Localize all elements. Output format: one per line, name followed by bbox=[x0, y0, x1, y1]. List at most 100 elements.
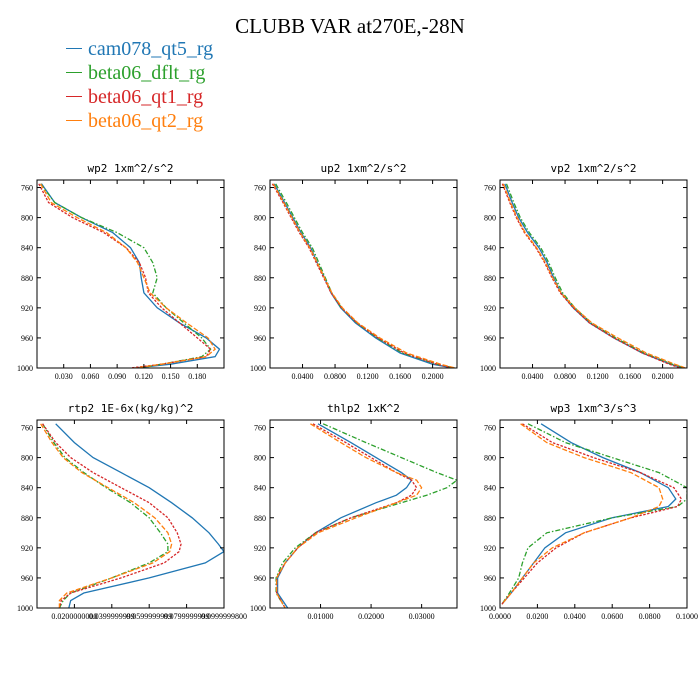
y-tick-label: 760 bbox=[484, 424, 496, 433]
series-line bbox=[273, 183, 454, 368]
series-line bbox=[501, 423, 687, 605]
series-line bbox=[501, 183, 681, 368]
x-tick-label: 0.030 bbox=[55, 372, 73, 381]
y-tick-label: 800 bbox=[254, 214, 266, 223]
series-line bbox=[38, 183, 212, 368]
series-line bbox=[275, 423, 418, 608]
y-tick-label: 840 bbox=[254, 244, 266, 253]
series-line bbox=[501, 423, 683, 605]
y-tick-label: 880 bbox=[484, 274, 496, 283]
x-tick-label: 0.2000 bbox=[652, 372, 674, 381]
y-tick-label: 760 bbox=[254, 184, 266, 193]
plot-frame bbox=[499, 419, 688, 609]
x-tick-label: 0.0200000000 bbox=[51, 612, 97, 621]
x-tick-label: 0.0399999999 bbox=[89, 612, 135, 621]
x-tick-label: 0.150 bbox=[162, 372, 180, 381]
x-tick-label: 0.120 bbox=[135, 372, 153, 381]
chart-title: thlp2 1xK^2 bbox=[327, 402, 400, 415]
chart-panel: wp2 1xm^2/s^2 760 800 840 880 920 960 1000 0.030… bbox=[17, 162, 225, 381]
y-tick-label: 760 bbox=[254, 424, 266, 433]
y-tick-label: 880 bbox=[21, 274, 33, 283]
x-tick-label: 0.090 bbox=[108, 372, 126, 381]
x-tick-label: 0.0400 bbox=[522, 372, 544, 381]
series-line bbox=[505, 183, 686, 368]
series-line bbox=[275, 183, 456, 368]
legend-label: beta06_dflt_rg bbox=[88, 62, 206, 84]
y-tick-label: 1000 bbox=[480, 364, 496, 373]
chart-title: vp2 1xm^2/s^2 bbox=[550, 162, 636, 175]
series-line bbox=[501, 423, 664, 605]
y-tick-label: 800 bbox=[254, 454, 266, 463]
y-tick-label: 920 bbox=[254, 304, 266, 313]
x-tick-label: 0.060 bbox=[81, 372, 99, 381]
y-tick-label: 960 bbox=[484, 574, 496, 583]
y-tick-label: 960 bbox=[254, 574, 266, 583]
legend-swatch bbox=[66, 71, 82, 73]
series-line bbox=[275, 423, 457, 608]
y-tick-label: 920 bbox=[21, 544, 33, 553]
y-tick-label: 1000 bbox=[250, 604, 266, 613]
series-line bbox=[276, 423, 413, 608]
plot-frame bbox=[36, 419, 225, 609]
series-line bbox=[40, 183, 212, 368]
x-tick-label: 0.01000 bbox=[308, 612, 334, 621]
y-tick-label: 800 bbox=[21, 454, 33, 463]
chart-panel: up2 1xm^2/s^2 760 800 840 880 920 960 1000 0.040… bbox=[250, 162, 458, 381]
chart-title: wp3 1xm^3/s^3 bbox=[550, 402, 636, 415]
chart-title: up2 1xm^2/s^2 bbox=[320, 162, 406, 175]
plot-frame bbox=[499, 179, 688, 369]
legend-item: cam078_qt5_rg bbox=[66, 38, 213, 62]
y-tick-label: 880 bbox=[484, 514, 496, 523]
x-tick-label: 0.0799999999 bbox=[164, 612, 210, 621]
plot-frame bbox=[36, 179, 225, 369]
chart-title: rtp2 1E-6x(kg/kg)^2 bbox=[68, 402, 194, 415]
y-tick-label: 760 bbox=[484, 184, 496, 193]
legend-swatch bbox=[66, 47, 82, 49]
x-tick-label: 0.1600 bbox=[389, 372, 411, 381]
y-tick-label: 880 bbox=[21, 514, 33, 523]
legend-item: beta06_dflt_rg bbox=[66, 62, 213, 86]
series-line bbox=[504, 183, 684, 368]
page-title: CLUBB VAR at270E,-28N bbox=[235, 14, 465, 38]
series-line bbox=[40, 183, 221, 368]
x-tick-label: 0.1000 bbox=[676, 612, 698, 621]
y-tick-label: 1000 bbox=[250, 364, 266, 373]
chart-panel: thlp2 1xK^2 760 800 840 880 920 960 1000 0.01000… bbox=[250, 402, 458, 621]
plot-frame bbox=[269, 179, 458, 369]
x-tick-label: 0.0599999999 bbox=[126, 612, 172, 621]
y-tick-label: 920 bbox=[21, 304, 33, 313]
x-tick-label: 0.0600 bbox=[601, 612, 623, 621]
y-tick-label: 960 bbox=[21, 334, 33, 343]
y-tick-label: 840 bbox=[21, 484, 33, 493]
chart-panel: rtp2 1E-6x(kg/kg)^2 760 800 840 880 920 960 100… bbox=[17, 402, 247, 621]
x-tick-label: 0.0400 bbox=[292, 372, 314, 381]
series-line bbox=[275, 423, 423, 608]
legend-item: beta06_qt2_rg bbox=[66, 110, 213, 134]
y-tick-label: 920 bbox=[484, 304, 496, 313]
legend-label: beta06_qt2_rg bbox=[88, 110, 204, 132]
legend-label: beta06_qt1_rg bbox=[88, 86, 204, 108]
x-tick-label: 0.0800 bbox=[324, 372, 346, 381]
y-tick-label: 800 bbox=[484, 214, 496, 223]
series-line bbox=[272, 183, 456, 368]
series-line bbox=[55, 423, 224, 608]
x-tick-label: 0.1600 bbox=[619, 372, 641, 381]
x-tick-label: 0.180 bbox=[188, 372, 206, 381]
chart-panel: wp3 1xm^3/s^3 760 800 840 880 920 960 10000.000… bbox=[480, 402, 698, 621]
legend-swatch bbox=[66, 119, 82, 121]
legend-item: beta06_qt1_rg bbox=[66, 86, 213, 110]
y-tick-label: 840 bbox=[484, 484, 496, 493]
series-line bbox=[40, 183, 216, 368]
x-tick-label: 0.1200 bbox=[587, 372, 609, 381]
y-tick-label: 1000 bbox=[17, 364, 33, 373]
series-line bbox=[501, 423, 677, 605]
y-tick-label: 840 bbox=[254, 484, 266, 493]
y-tick-label: 960 bbox=[21, 574, 33, 583]
x-tick-label: 0.2000 bbox=[422, 372, 444, 381]
y-tick-label: 960 bbox=[484, 334, 496, 343]
y-tick-label: 880 bbox=[254, 274, 266, 283]
y-tick-label: 800 bbox=[484, 454, 496, 463]
y-tick-label: 760 bbox=[21, 424, 33, 433]
x-tick-label: 0.0400 bbox=[564, 612, 586, 621]
